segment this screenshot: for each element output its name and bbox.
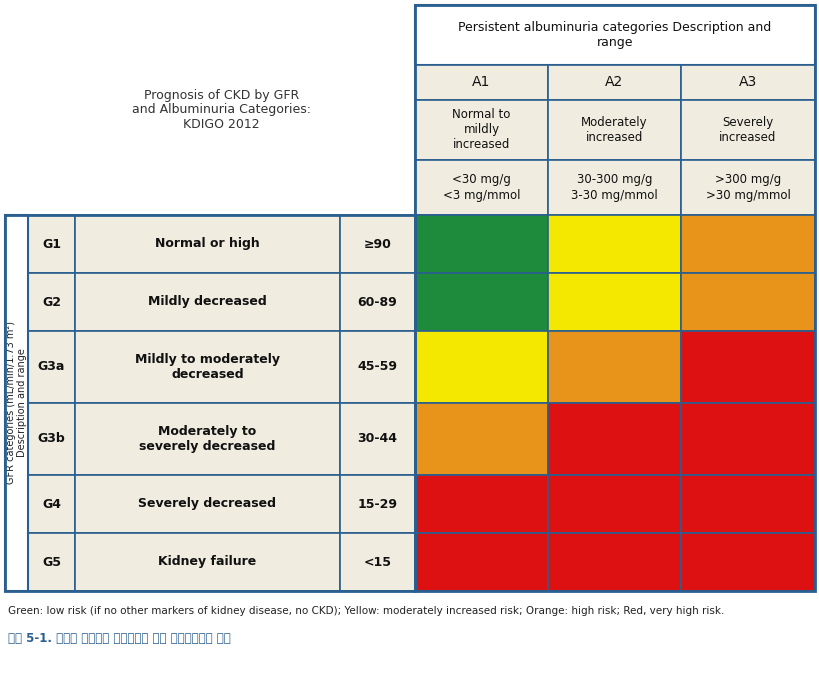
Bar — [547, 215, 680, 273]
Text: G4: G4 — [42, 497, 61, 510]
Text: Mildly to moderately
decreased: Mildly to moderately decreased — [135, 353, 279, 381]
Bar — [5, 215, 414, 591]
Bar — [75, 475, 340, 533]
Text: 30-300 mg/g
3-30 mg/mmol: 30-300 mg/g 3-30 mg/mmol — [570, 173, 657, 202]
Text: Green: low risk (if no other markers of kidney disease, no CKD); Yellow: moderat: Green: low risk (if no other markers of … — [8, 606, 723, 616]
Text: G3b: G3b — [38, 433, 66, 446]
Text: Mildly decreased: Mildly decreased — [148, 296, 266, 308]
Bar — [680, 331, 814, 403]
Bar — [75, 403, 340, 475]
Bar — [340, 403, 414, 475]
Text: Kidney failure: Kidney failure — [158, 555, 256, 568]
Text: ≥90: ≥90 — [363, 237, 391, 250]
Text: Normal or high: Normal or high — [155, 237, 260, 250]
Text: GFR categories (mL/min/1.73 m²)
Description and range: GFR categories (mL/min/1.73 m²) Descript… — [6, 321, 27, 484]
Text: A2: A2 — [604, 76, 623, 89]
Bar — [547, 65, 680, 100]
Bar — [680, 475, 814, 533]
Text: 45-59: 45-59 — [357, 361, 397, 374]
Text: 60-89: 60-89 — [357, 296, 397, 308]
Bar — [340, 475, 414, 533]
Text: <15: <15 — [363, 555, 391, 568]
Bar — [680, 273, 814, 331]
Text: G2: G2 — [42, 296, 61, 308]
Bar — [75, 215, 340, 273]
Bar — [414, 475, 547, 533]
Text: Persistent albuminuria categories Description and
range: Persistent albuminuria categories Descri… — [458, 21, 771, 49]
Bar — [680, 160, 814, 215]
Bar — [75, 331, 340, 403]
Bar — [547, 273, 680, 331]
Bar — [547, 533, 680, 591]
Text: Severely decreased: Severely decreased — [138, 497, 276, 510]
Text: Moderately to
severely decreased: Moderately to severely decreased — [139, 425, 275, 453]
Text: A1: A1 — [472, 76, 490, 89]
Bar — [28, 331, 75, 403]
Text: 15-29: 15-29 — [357, 497, 397, 510]
Bar — [547, 100, 680, 160]
Bar — [28, 215, 75, 273]
Bar — [75, 533, 340, 591]
Bar — [680, 403, 814, 475]
Text: 30-44: 30-44 — [357, 433, 397, 446]
Bar — [414, 5, 814, 65]
Text: 그림 5-1. 사구비 여과율과 일부민뇨에 따른 만성콩팅병의 단계: 그림 5-1. 사구비 여과율과 일부민뇨에 따른 만성콩팅병의 단계 — [8, 632, 230, 645]
Bar — [547, 160, 680, 215]
Bar — [340, 273, 414, 331]
Bar — [28, 273, 75, 331]
Text: A3: A3 — [738, 76, 756, 89]
Bar — [414, 215, 547, 273]
Text: G5: G5 — [42, 555, 61, 568]
Text: Normal to
mildly
increased: Normal to mildly increased — [452, 109, 510, 151]
Text: >300 mg/g
>30 mg/mmol: >300 mg/g >30 mg/mmol — [704, 173, 790, 202]
Bar — [680, 215, 814, 273]
Text: Prognosis of CKD by GFR
and Albuminuria Categories:
KDIGO 2012: Prognosis of CKD by GFR and Albuminuria … — [132, 89, 310, 131]
Bar — [414, 403, 547, 475]
Text: G1: G1 — [42, 237, 61, 250]
Text: <30 mg/g
<3 mg/mmol: <30 mg/g <3 mg/mmol — [442, 173, 519, 202]
Bar — [340, 215, 414, 273]
Bar — [28, 475, 75, 533]
Bar — [680, 533, 814, 591]
Bar — [414, 160, 547, 215]
Bar — [414, 65, 547, 100]
Bar — [414, 5, 814, 591]
Bar — [28, 533, 75, 591]
Bar — [547, 403, 680, 475]
Bar — [680, 65, 814, 100]
Text: Moderately
increased: Moderately increased — [581, 116, 647, 144]
Bar — [340, 331, 414, 403]
Bar — [414, 100, 547, 160]
Bar — [28, 403, 75, 475]
Bar — [414, 533, 547, 591]
Bar — [340, 533, 414, 591]
Text: G3a: G3a — [38, 361, 65, 374]
Text: Severely
increased: Severely increased — [718, 116, 776, 144]
Bar — [414, 273, 547, 331]
Bar — [5, 215, 28, 591]
Bar — [75, 273, 340, 331]
Bar — [680, 100, 814, 160]
Bar — [547, 475, 680, 533]
Bar — [414, 331, 547, 403]
Bar — [547, 331, 680, 403]
Bar — [28, 5, 414, 215]
